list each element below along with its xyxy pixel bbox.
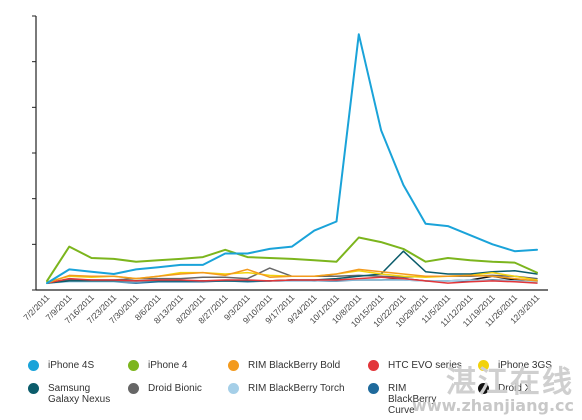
legend-label: Droid Bionic [148, 383, 202, 394]
legend-label: Droid X [498, 383, 532, 394]
legend-item-iphone-3gs: iPhone 3GS [478, 360, 552, 371]
legend-swatch [368, 360, 379, 371]
legend-swatch [128, 360, 139, 371]
legend-item-rim-blackberry-curve: RIM BlackBerry Curve [368, 383, 448, 416]
series-line-samsung-galaxy-nexus [46, 250, 538, 284]
legend-label: iPhone 3GS [498, 360, 552, 371]
series-line-htc-evo-series [46, 276, 538, 284]
series-line-rim-blackberry-bold [46, 268, 538, 284]
chart-axes [32, 15, 548, 291]
x-tick-labels: 7/2/20117/9/20117/16/20117/23/20117/30/2… [21, 292, 541, 329]
legend-swatch [368, 383, 379, 394]
legend-label: RIM BlackBerry Curve [388, 383, 437, 416]
legend-label: HTC EVO series [388, 360, 462, 371]
series-line-iphone-4s [46, 33, 538, 285]
legend-label: iPhone 4S [48, 360, 95, 371]
legend-item-iphone-4s: iPhone 4S [28, 360, 94, 371]
line-chart: 7/2/20117/9/20117/16/20117/23/20117/30/2… [21, 15, 548, 329]
legend-item-htc-evo-series: HTC EVO series [368, 360, 462, 371]
legend-item-droid-x: Droid X [478, 383, 531, 394]
series-line-rim-blackberry-torch [46, 279, 538, 284]
legend-item-iphone-4: iPhone 4 [128, 360, 187, 371]
legend-label: RIM BlackBerry Bold [248, 360, 341, 371]
legend-swatch [28, 360, 39, 371]
legend-swatch [478, 360, 489, 371]
watermark: 湛江在线 www.zhanjiang.cc [412, 368, 574, 414]
legend-item-droid-bionic: Droid Bionic [128, 383, 202, 394]
legend-item-samsung-galaxy-nexus: Samsung Galaxy Nexus [28, 383, 120, 405]
legend-swatch [478, 383, 489, 394]
legend-swatch [28, 383, 39, 394]
legend-swatch [228, 360, 239, 371]
legend-label: RIM BlackBerry Torch [248, 383, 345, 394]
watermark-url: www.zhanjiang.cc [412, 396, 574, 415]
legend-item-rim-blackberry-bold: RIM BlackBerry Bold [228, 360, 340, 371]
legend-label: iPhone 4 [148, 360, 188, 371]
chart-legend: iPhone 4S iPhone 4 RIM BlackBerry Bold H… [0, 352, 582, 416]
series-line-iphone-4 [46, 236, 538, 282]
watermark-logo: 湛江在线 [446, 365, 574, 400]
legend-swatch [228, 383, 239, 394]
legend-item-rim-blackberry-torch: RIM BlackBerry Torch [228, 383, 345, 394]
legend-swatch [128, 383, 139, 394]
legend-label: Samsung Galaxy Nexus [48, 383, 111, 405]
chart-series-group [46, 33, 538, 285]
